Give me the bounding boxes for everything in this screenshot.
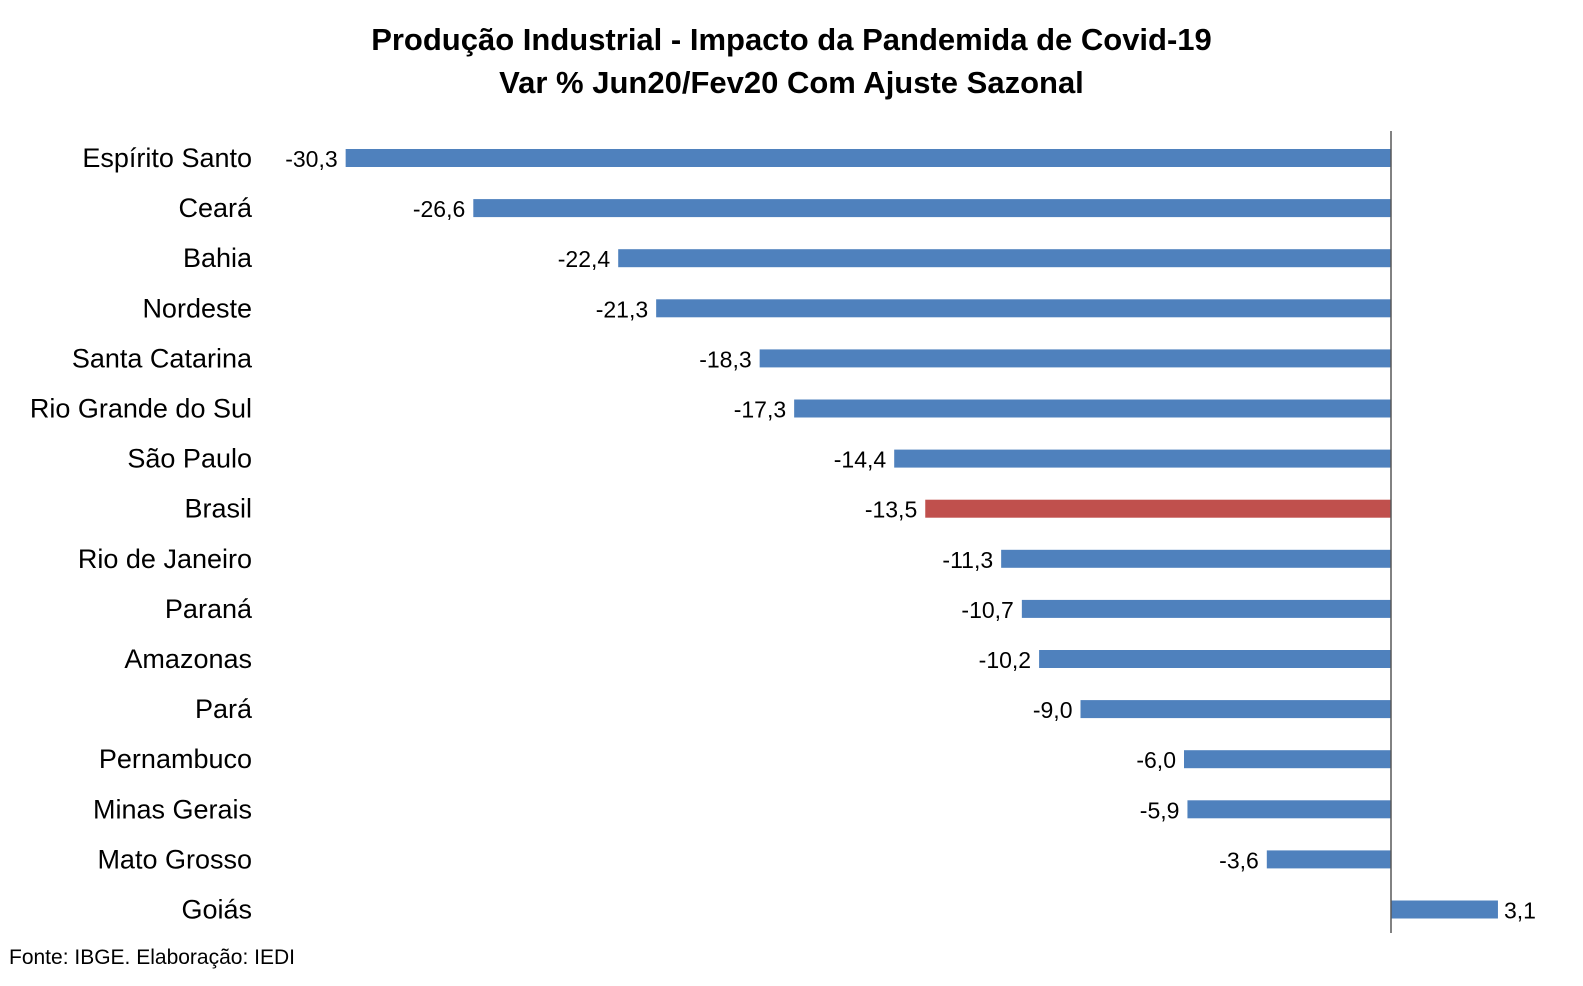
data-label-bahia: -22,4 — [558, 246, 611, 272]
category-label-pernambuco: Pernambuco — [99, 744, 252, 774]
bar-brasil — [925, 499, 1391, 518]
category-label-ceara: Ceará — [178, 193, 253, 223]
category-label-amazonas: Amazonas — [124, 644, 252, 674]
category-label-brasil: Brasil — [184, 494, 252, 524]
bar-santa-catarina — [759, 349, 1391, 368]
bar-chart: Espírito Santo -30,3 Ceará -26,6 Bahia -22,4 N… — [30, 131, 1536, 933]
bar-sao-paulo — [894, 449, 1391, 468]
category-label-minas-gerais: Minas Gerais — [93, 794, 252, 824]
bar-rio-de-janeiro — [1001, 549, 1391, 568]
chart-title: Produção Industrial - Impacto da Pandemi… — [0, 18, 1583, 104]
category-label-rio-grande-do-sul: Rio Grande do Sul — [30, 394, 252, 424]
data-label-brasil: -13,5 — [865, 497, 917, 523]
category-label-espirito-santo: Espírito Santo — [82, 143, 252, 173]
data-label-goias: 3,1 — [1504, 898, 1536, 924]
bar-bahia — [618, 249, 1391, 268]
category-label-mato-grosso: Mato Grosso — [97, 844, 252, 874]
data-label-parana: -10,7 — [961, 597, 1013, 623]
bar-nordeste — [656, 299, 1391, 318]
category-label-goias: Goiás — [181, 895, 252, 925]
category-label-bahia: Bahia — [183, 243, 253, 273]
category-label-parana: Paraná — [165, 594, 253, 624]
data-label-amazonas: -10,2 — [979, 647, 1031, 673]
source-note: Fonte: IBGE. Elaboração: IEDI — [9, 946, 295, 969]
bar-rio-grande-do-sul — [794, 399, 1391, 418]
bar-parana — [1021, 599, 1391, 618]
bar-amazonas — [1039, 650, 1391, 668]
bar-minas-gerais — [1187, 800, 1391, 819]
data-label-espirito-santo: -30,3 — [285, 146, 337, 172]
bar-ceara — [473, 199, 1391, 218]
data-label-rio-de-janeiro: -11,3 — [942, 547, 993, 573]
category-label-para: Pará — [195, 694, 253, 724]
chart-title-line-1: Produção Industrial - Impacto da Pandemi… — [371, 22, 1212, 57]
bar-pernambuco — [1184, 750, 1391, 769]
category-label-santa-catarina: Santa Catarina — [72, 343, 253, 373]
bar-goias — [1391, 900, 1498, 919]
data-label-para: -9,0 — [1033, 697, 1073, 723]
bar-mato-grosso — [1266, 850, 1391, 869]
category-label-nordeste: Nordeste — [142, 293, 252, 323]
data-label-rio-grande-do-sul: -17,3 — [734, 397, 786, 423]
category-label-rio-de-janeiro: Rio de Janeiro — [78, 544, 252, 574]
category-label-sao-paulo: São Paulo — [127, 444, 252, 474]
data-label-santa-catarina: -18,3 — [699, 346, 751, 372]
bar-espirito-santo — [345, 149, 1391, 167]
data-label-mato-grosso: -3,6 — [1219, 847, 1259, 873]
data-label-pernambuco: -6,0 — [1136, 747, 1176, 773]
bar-para — [1080, 700, 1391, 719]
data-label-ceara: -26,6 — [413, 196, 465, 222]
chart-subtitle: Var % Jun20/Fev20 Com Ajuste Sazonal — [499, 65, 1084, 100]
data-label-nordeste: -21,3 — [596, 296, 648, 322]
data-label-sao-paulo: -14,4 — [834, 447, 887, 473]
data-label-minas-gerais: -5,9 — [1140, 797, 1180, 823]
